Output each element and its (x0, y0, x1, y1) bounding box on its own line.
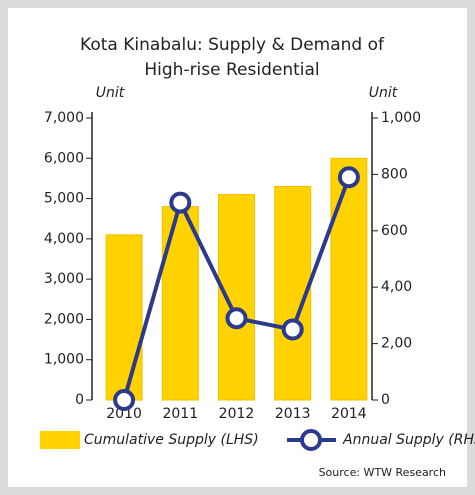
x-tick-label: 2010 (106, 406, 142, 422)
marker (225, 307, 248, 330)
marker (113, 389, 136, 411)
y2-tick-label: 1,000 (381, 110, 421, 126)
y-unit-label: Unit (96, 85, 125, 101)
y2-tick-label: 800 (381, 166, 408, 182)
y-tick-label: 3,000 (44, 271, 84, 287)
legend-swatch (300, 429, 322, 451)
marker (337, 166, 360, 189)
source: Source: WTW Research (319, 466, 446, 479)
chart-title: Kota Kinabalu: Supply & Demand of (80, 35, 385, 55)
y2-tick-label: 4,00 (381, 279, 412, 295)
y-tick-label: 1,000 (44, 352, 84, 368)
y-tick-label: 0 (75, 392, 84, 408)
marker (281, 318, 304, 341)
y-tick-label: 2,000 (44, 311, 84, 327)
bar (161, 206, 199, 401)
chart-title: High-rise Residential (144, 60, 319, 80)
bar (330, 157, 368, 401)
legend-label: Annual Supply (RHS) (342, 432, 475, 448)
y2-tick-label: 0 (381, 392, 390, 408)
y2-tick-label: 600 (381, 223, 408, 239)
bar (105, 234, 143, 401)
legend-swatch (40, 431, 80, 449)
y2-tick-label: 2,00 (381, 336, 412, 352)
marker (169, 191, 192, 214)
x-tick-label: 2013 (275, 406, 311, 422)
y-tick-label: 5,000 (44, 191, 84, 207)
x-tick-label: 2011 (162, 406, 198, 422)
y2-unit-label: Unit (369, 85, 398, 101)
legend-label: Cumulative Supply (LHS) (84, 432, 259, 448)
x-tick-label: 2012 (219, 406, 255, 422)
y-tick-label: 4,000 (44, 231, 84, 247)
x-tick-label: 2014 (331, 406, 367, 422)
y-tick-label: 6,000 (44, 150, 84, 166)
bar (218, 194, 255, 401)
y-tick-label: 7,000 (44, 110, 84, 126)
